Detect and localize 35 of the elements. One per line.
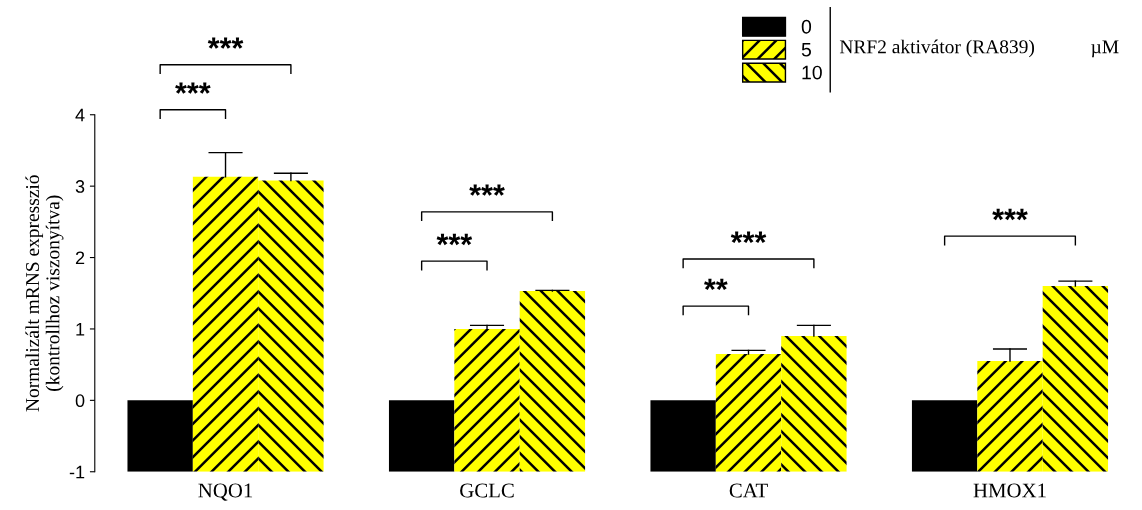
x-tick-label: CAT <box>729 483 768 498</box>
legend-label: 0 <box>801 19 812 34</box>
bar <box>781 336 847 472</box>
legend-label: 5 <box>801 42 811 57</box>
bar <box>388 400 455 472</box>
legend-label: 10 <box>802 65 822 80</box>
bar <box>127 400 193 472</box>
y-tick-label: 3 <box>75 180 85 193</box>
text: *** <box>207 37 244 49</box>
y-tick-label: 1 <box>76 323 85 336</box>
annotation: *** <box>992 208 1028 221</box>
bar <box>454 328 520 472</box>
annotation: *** <box>730 231 767 243</box>
annotation: *** <box>469 184 505 196</box>
y-tick-label: 2 <box>75 251 85 265</box>
y-tick-label: -1 <box>69 465 85 479</box>
bar <box>977 361 1043 472</box>
bar <box>715 353 782 472</box>
text: µM <box>1091 40 1119 58</box>
bar <box>258 180 324 472</box>
bar <box>192 176 259 472</box>
text: *** <box>175 82 211 94</box>
x-tick-label: NQO1 <box>198 483 253 501</box>
bar <box>650 400 716 472</box>
bar <box>519 291 586 472</box>
x-tick-label: GCLC <box>460 483 514 498</box>
annotation: ** <box>704 278 728 291</box>
y-tick-label: 4 <box>75 108 85 122</box>
bar <box>911 400 978 472</box>
y-tick-label: 0 <box>75 394 85 408</box>
annotation: *** <box>436 233 473 246</box>
legend-title: NRF2 aktivátor (RA839) <box>839 39 1035 58</box>
x-tick-label: HMOX1 <box>973 483 1046 498</box>
y-axis-title: Normalizált mRNS expresszió (kontrollhoz viszonyítva) <box>25 175 64 412</box>
bar <box>1042 286 1109 472</box>
